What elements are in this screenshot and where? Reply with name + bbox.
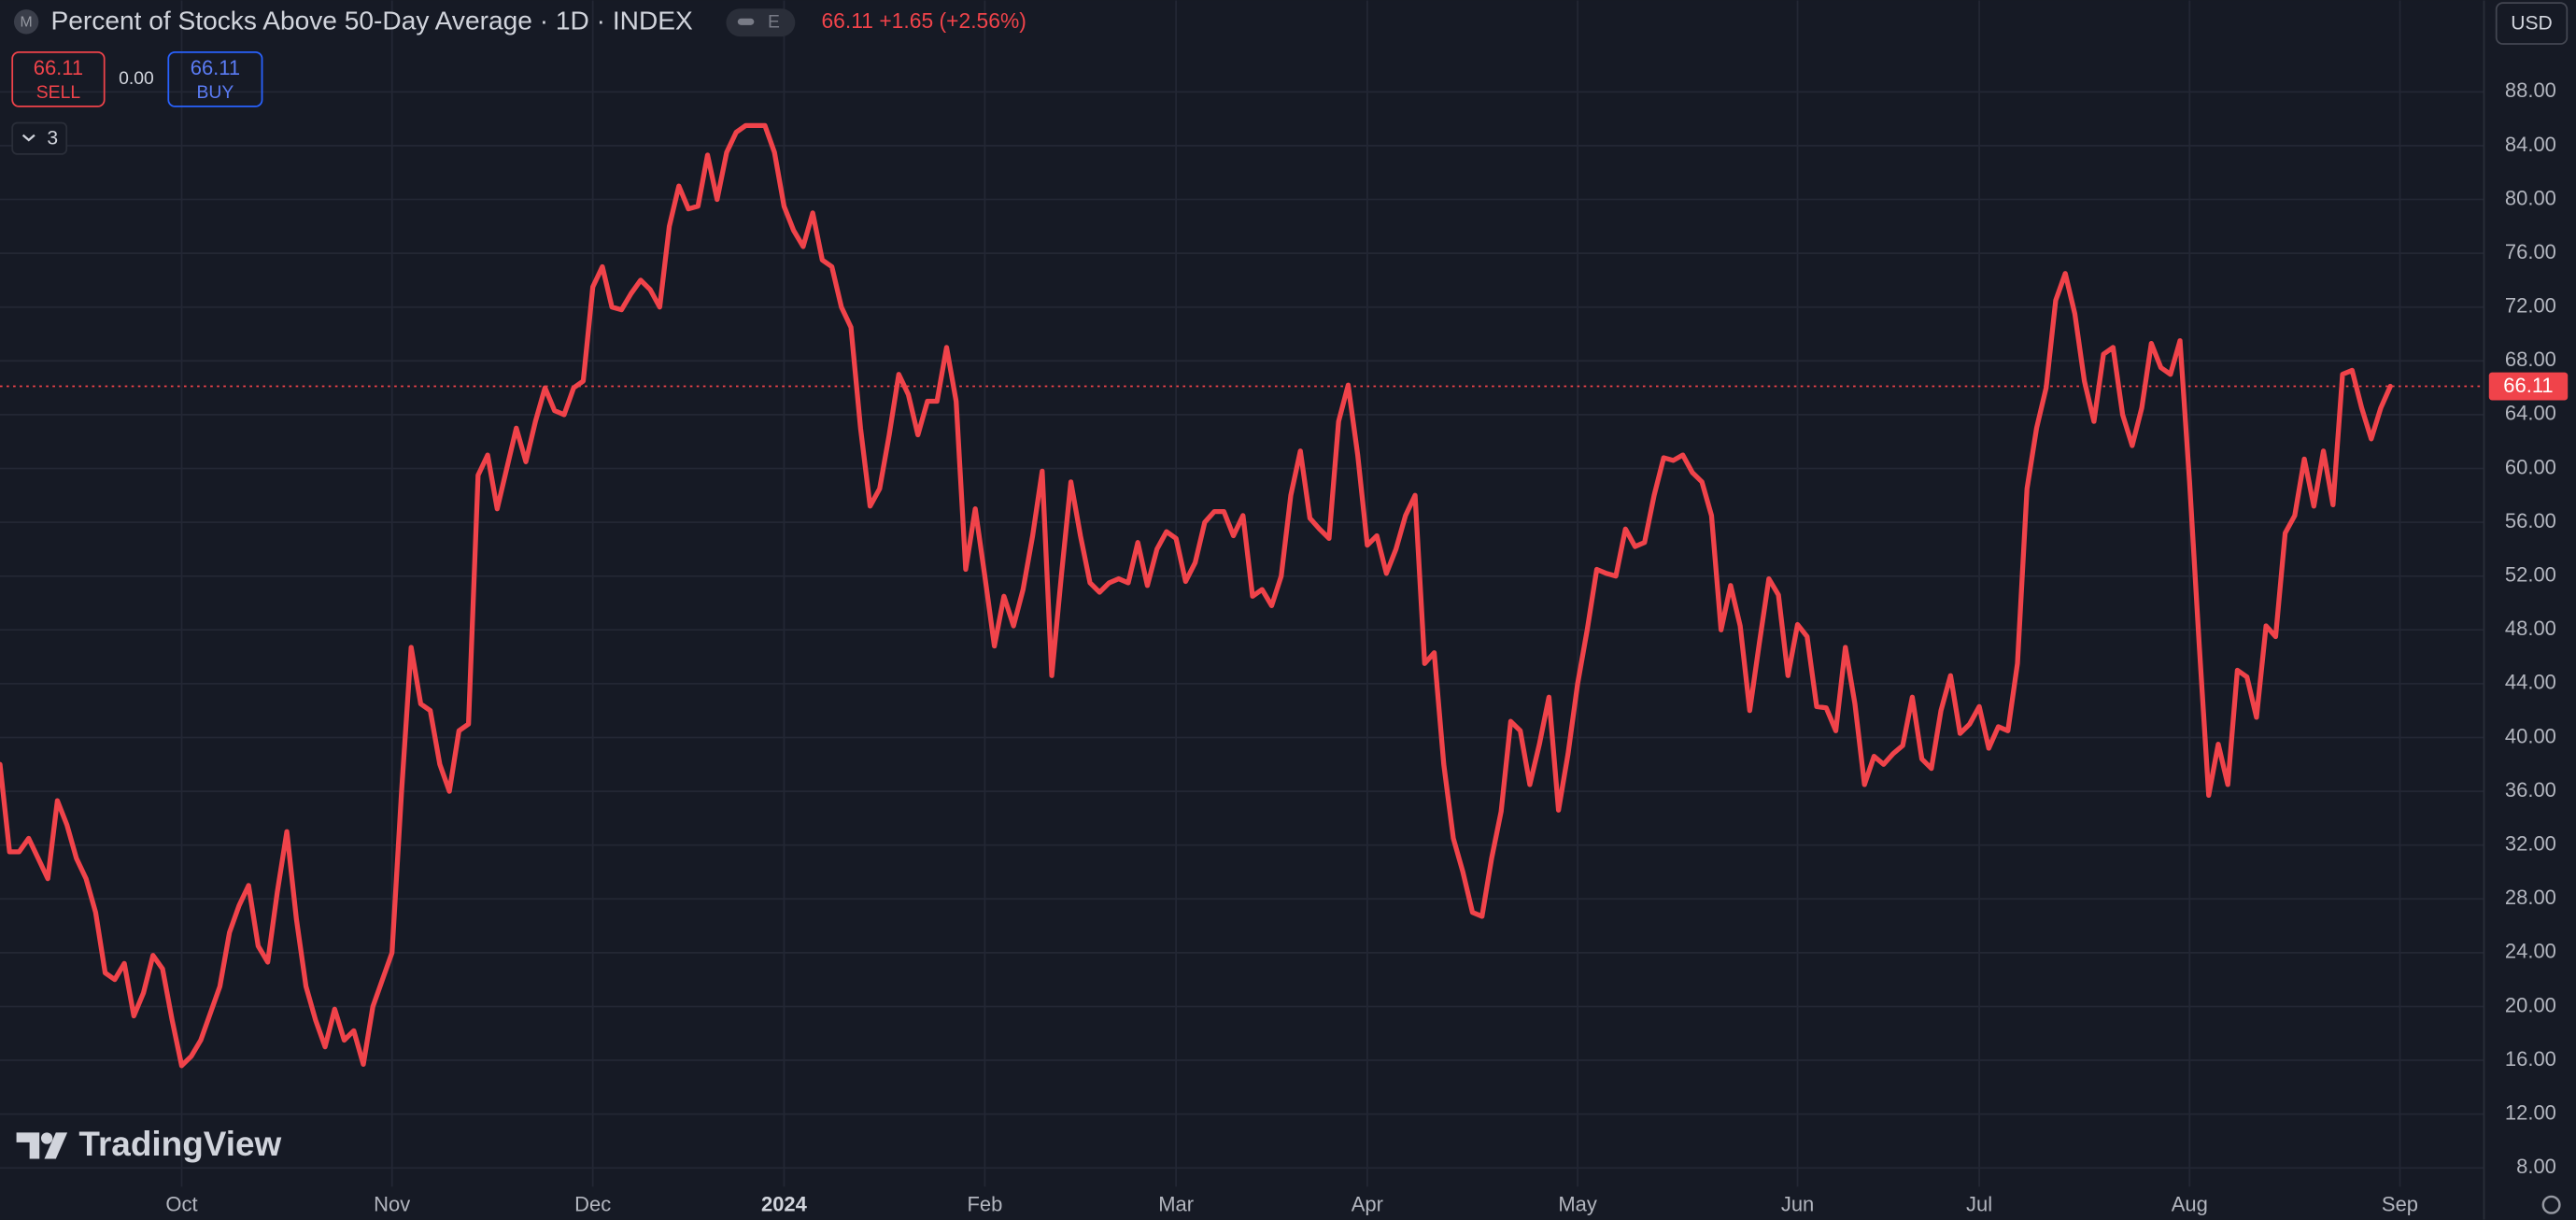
- sell-label: SELL: [36, 82, 81, 103]
- line-series: [0, 122, 2393, 1069]
- y-tick-label: 16.00: [2505, 1047, 2556, 1071]
- y-tick-label: 12.00: [2505, 1100, 2556, 1124]
- y-tick-label: 20.00: [2505, 993, 2556, 1016]
- y-tick-label: 24.00: [2505, 940, 2556, 963]
- y-tick-label: 40.00: [2505, 724, 2556, 747]
- chevron: [21, 134, 35, 142]
- change-pct: (+2.56%): [940, 8, 1026, 33]
- y-tick-label: 44.00: [2505, 671, 2556, 694]
- badge-text: E: [768, 11, 780, 32]
- y-tick-label: 64.00: [2505, 402, 2556, 425]
- chart-title[interactable]: Percent of Stocks Above 50-Day Average ·…: [51, 7, 694, 35]
- currency: USD: [2511, 13, 2553, 35]
- y-tick-label: 32.00: [2505, 831, 2556, 855]
- indicators-toggle[interactable]: [11, 121, 68, 155]
- x-tick-label: 2024: [761, 1192, 808, 1215]
- x-tick-label: Mar: [1158, 1192, 1194, 1215]
- grid: [0, 0, 2484, 1187]
- x-tick-label: Jun: [1781, 1192, 1814, 1215]
- y-tick-label: 60.00: [2505, 455, 2556, 478]
- spread: 0.00: [119, 68, 154, 89]
- y-tick-label: 8.00: [2516, 1155, 2556, 1178]
- price-axis: 8.00 12.00 16.00 20.00 24.00 28.00 32.00 36.00 4…: [2488, 78, 2569, 1178]
- x-tick-label: May: [1558, 1192, 1597, 1215]
- symbol-icon[interactable]: [13, 9, 39, 35]
- symbol-icon-letter: M: [21, 14, 33, 30]
- currency-button[interactable]: [2495, 2, 2569, 45]
- y-tick-label: 80.00: [2505, 186, 2556, 209]
- last-price-label: 66.11: [2503, 374, 2553, 397]
- y-tick-label: 88.00: [2505, 78, 2556, 102]
- logo-icon: [16, 1132, 68, 1159]
- time-axis: Oct Nov Dec 2024 Feb Mar Apr May Jun Jul Aug Sep: [165, 1192, 2418, 1215]
- x-tick-label: Jul: [1966, 1192, 1992, 1215]
- sell-button[interactable]: [11, 50, 106, 107]
- x-tick-label: Feb: [967, 1192, 1002, 1215]
- y-tick-label: 72.00: [2505, 294, 2556, 318]
- last-price: 66.11: [821, 8, 873, 33]
- logo-text[interactable]: TradingView: [78, 1125, 281, 1163]
- y-tick-label: 56.00: [2505, 509, 2556, 532]
- x-tick-label: Nov: [374, 1192, 410, 1215]
- y-tick-label: 76.00: [2505, 240, 2556, 263]
- y-tick-label: 52.00: [2505, 563, 2556, 587]
- x-tick-label: Apr: [1352, 1192, 1383, 1215]
- y-tick-label: 48.00: [2505, 617, 2556, 640]
- badge[interactable]: [726, 8, 796, 37]
- buy-button[interactable]: [167, 50, 263, 107]
- x-tick-label: Sep: [2382, 1192, 2418, 1215]
- buy-label: BUY: [197, 82, 234, 103]
- price-change: 66.11 +1.65 (+2.56%): [821, 8, 1026, 33]
- last-price-box: [2488, 372, 2569, 401]
- y-tick-label: 68.00: [2505, 348, 2556, 371]
- sell-price: 66.11: [34, 56, 83, 79]
- y-tick-label: 84.00: [2505, 133, 2556, 156]
- plot: [0, 122, 2484, 1069]
- y-tick-label: 36.00: [2505, 778, 2556, 802]
- y-tick-label: 28.00: [2505, 886, 2556, 909]
- x-tick-label: Oct: [165, 1192, 197, 1215]
- x-tick-label: Aug: [2172, 1192, 2208, 1215]
- x-tick-label: Dec: [574, 1192, 611, 1215]
- badge-icon: [737, 18, 755, 25]
- logo-dot: [40, 1132, 53, 1144]
- buy-price: 66.11: [191, 56, 240, 79]
- indicators-count: 3: [47, 128, 58, 149]
- settings-icon[interactable]: [2541, 1195, 2561, 1214]
- change: +1.65: [879, 8, 933, 33]
